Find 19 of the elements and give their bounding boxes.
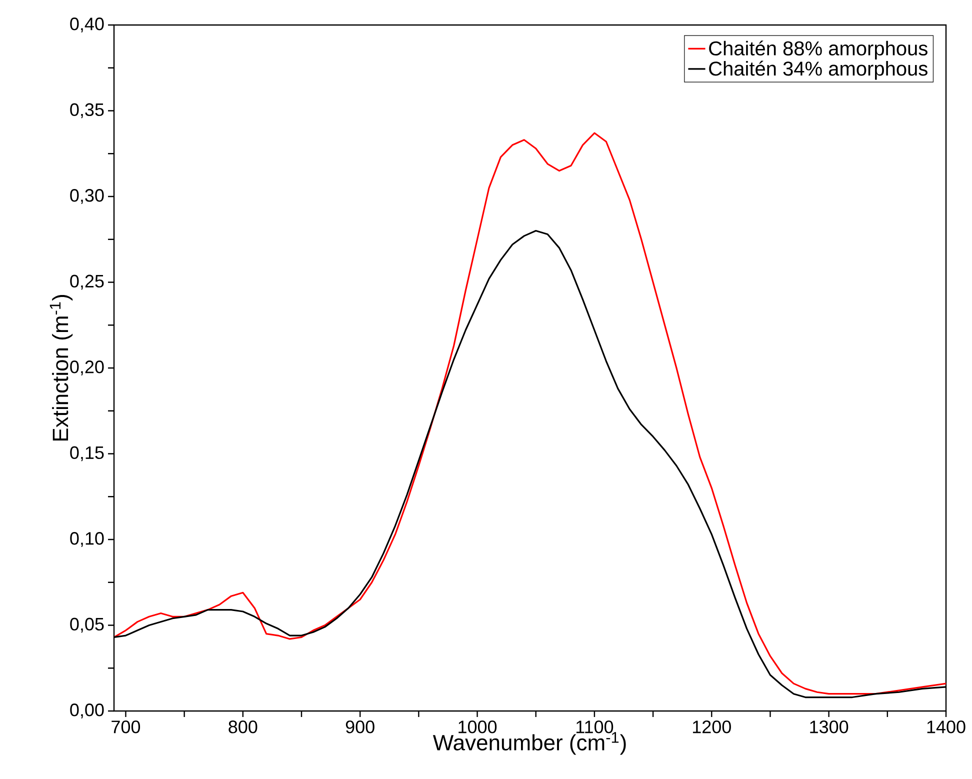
y-tick-label: 0,15 <box>70 446 104 462</box>
x-tick-label: 1100 <box>576 720 614 734</box>
y-tick-label: 0,40 <box>70 18 104 32</box>
x-axis-title: Wavenumber (cm$^{-1}$) <box>432 732 626 755</box>
y-tick-label: 0,30 <box>70 189 104 204</box>
x-tick-label: 1400 <box>927 720 966 734</box>
legend-label: Chaitén 34% amorphous <box>709 60 928 80</box>
x-tick-label: 1300 <box>810 720 848 734</box>
x-tick-label: 1000 <box>458 720 497 734</box>
x-tick-label: 1200 <box>692 720 731 734</box>
y-tick-label: 0,35 <box>70 103 104 118</box>
y-tick-label: 0,25 <box>70 274 104 290</box>
y-tick-label: 0,00 <box>70 704 104 718</box>
x-tick-label: 700 <box>112 720 140 734</box>
x-tick-label: 800 <box>228 720 258 734</box>
x-tick-label: 900 <box>346 720 374 734</box>
y-tick-label: 0,10 <box>70 532 104 547</box>
legend-label: Chaitén 88% amorphous <box>709 40 928 60</box>
y-tick-label: 0,05 <box>70 618 104 633</box>
